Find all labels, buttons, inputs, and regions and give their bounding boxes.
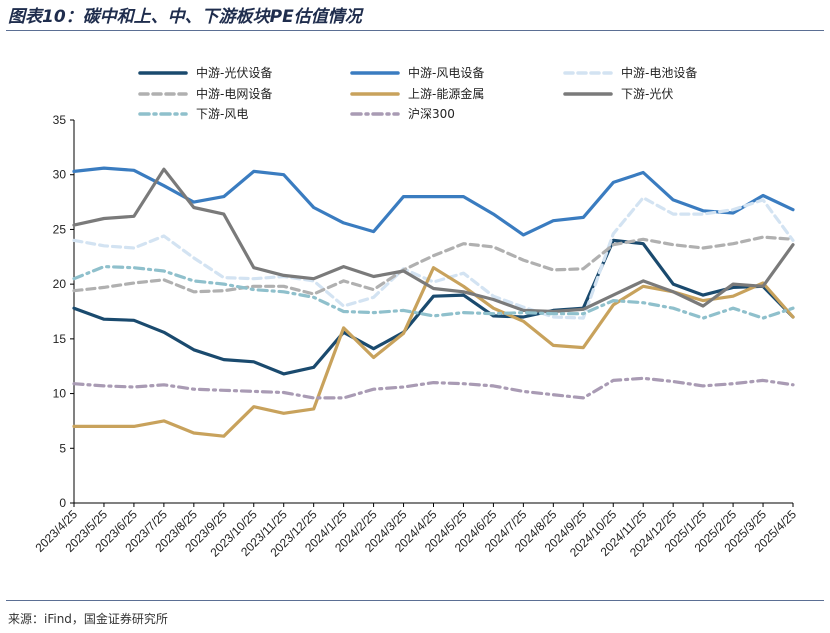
series-line-4 — [72, 235, 795, 296]
legend-label-3: 中游-电池设备 — [621, 65, 697, 80]
y-tick-label: 15 — [53, 332, 67, 346]
figure-source: 来源：iFind，国金证券研究所 — [8, 612, 168, 626]
y-tick-label: 20 — [53, 277, 67, 291]
legend-label-2: 中游-风电设备 — [408, 65, 484, 80]
y-tick-label: 5 — [59, 441, 66, 455]
legend-label-5: 上游-能源金属 — [408, 86, 484, 101]
series-line-1 — [72, 238, 795, 376]
plot-area — [72, 166, 795, 438]
series-line-7 — [72, 265, 795, 320]
series-line-5 — [72, 266, 795, 438]
source-rule — [6, 600, 824, 601]
legend-label-8: 沪深300 — [408, 107, 455, 121]
legend-label-4: 中游-电网设备 — [196, 86, 272, 101]
legend-label-1: 中游-光伏设备 — [196, 65, 272, 80]
y-tick-label: 30 — [53, 168, 67, 182]
series-line-8 — [72, 376, 795, 400]
y-tick-label: 35 — [53, 113, 67, 127]
legend-label-6: 下游-光伏 — [621, 87, 673, 101]
series-line-3 — [72, 196, 795, 320]
series-line-2 — [72, 166, 795, 237]
y-tick-label: 10 — [53, 387, 67, 401]
y-tick-label: 25 — [53, 222, 67, 236]
title-rule — [6, 30, 824, 31]
y-tick-label: 0 — [59, 496, 66, 510]
legend-label-7: 下游-风电 — [196, 107, 248, 121]
figure-title: 图表10：碳中和上、中、下游板块PE估值情况 — [8, 7, 362, 27]
series-line-6 — [72, 167, 795, 314]
chart-axes: 051015202530352023/4/252023/5/252023/6/2… — [32, 113, 799, 560]
